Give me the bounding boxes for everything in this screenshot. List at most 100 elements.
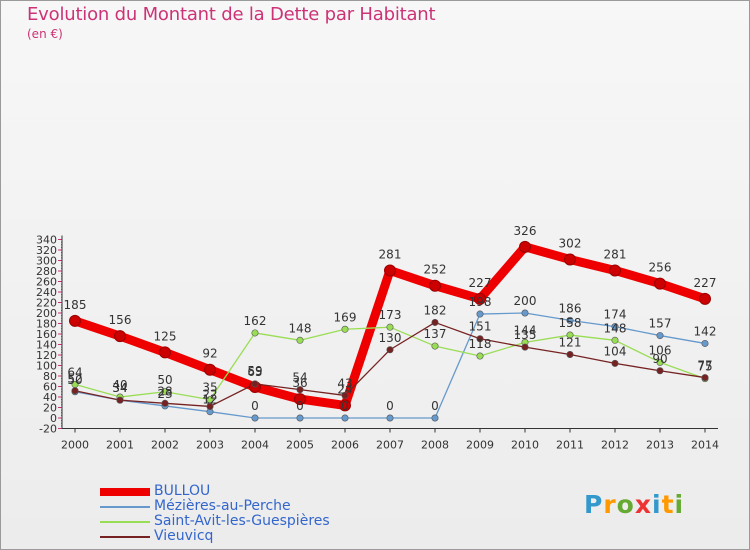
legend-item: Saint-Avit-les-Guespières xyxy=(100,514,330,529)
y-tick-label: 0 xyxy=(50,412,57,425)
data-label: 185 xyxy=(64,298,87,312)
y-tick-label: 340 xyxy=(36,234,57,247)
data-label: 0 xyxy=(431,399,439,413)
data-point xyxy=(476,310,484,318)
x-tick-label: 2004 xyxy=(241,439,269,452)
data-point xyxy=(251,414,259,422)
data-point xyxy=(206,402,214,410)
y-tick-label: 300 xyxy=(36,255,57,268)
y-tick-label: 240 xyxy=(36,286,57,299)
legend-swatch xyxy=(100,535,150,538)
data-label: 40 xyxy=(112,378,127,392)
data-point xyxy=(69,314,81,327)
data-label: 186 xyxy=(559,301,582,315)
x-tick-label: 2012 xyxy=(601,439,629,452)
x-tick-label: 2008 xyxy=(421,439,449,452)
data-point xyxy=(386,323,394,331)
x-tick-label: 2005 xyxy=(286,439,314,452)
logo-letter: i xyxy=(652,490,662,519)
x-tick-label: 2014 xyxy=(691,439,719,452)
x-tick-label: 2009 xyxy=(466,439,494,452)
legend-label: Vieuvicq xyxy=(154,528,214,544)
data-label: 50 xyxy=(157,373,172,387)
data-label: 174 xyxy=(604,308,627,322)
x-tick-label: 2013 xyxy=(646,439,674,452)
y-tick-label: 80 xyxy=(43,370,57,383)
data-label: 106 xyxy=(649,343,672,357)
data-point xyxy=(71,387,79,395)
data-point xyxy=(251,329,259,337)
data-label: 200 xyxy=(514,294,537,308)
data-label: 227 xyxy=(469,276,492,290)
data-point xyxy=(609,264,621,277)
data-point xyxy=(386,414,394,422)
data-label: 59 xyxy=(247,364,262,378)
chart-unit-label: (en €) xyxy=(27,27,63,41)
data-point xyxy=(519,240,531,253)
data-label: 54 xyxy=(292,371,307,385)
data-label: 35 xyxy=(202,381,217,395)
y-tick-label: 260 xyxy=(36,276,57,289)
legend-item: Vieuvicq xyxy=(100,529,330,544)
data-point xyxy=(431,318,439,326)
data-point xyxy=(161,388,169,396)
data-label: 64 xyxy=(67,365,82,379)
data-point xyxy=(294,393,306,406)
data-label: 158 xyxy=(559,316,582,330)
data-point xyxy=(474,292,486,305)
data-label: 65 xyxy=(247,365,262,379)
data-label: 198 xyxy=(469,295,492,309)
data-point xyxy=(341,391,349,399)
data-point xyxy=(566,331,574,339)
data-label: 162 xyxy=(244,314,267,328)
y-tick-label: 320 xyxy=(36,244,57,257)
data-label: 156 xyxy=(109,313,132,327)
data-point xyxy=(611,359,619,367)
x-tick-label: 2002 xyxy=(151,439,179,452)
y-tick-label: 220 xyxy=(36,297,57,310)
data-point xyxy=(701,374,709,382)
data-point xyxy=(564,253,576,266)
y-tick-label: 280 xyxy=(36,265,57,278)
x-tick-label: 2006 xyxy=(331,439,359,452)
data-label: 24 xyxy=(337,382,352,396)
data-point xyxy=(114,330,126,343)
legend-swatch xyxy=(100,505,150,508)
data-point xyxy=(611,336,619,344)
legend-label: Saint-Avit-les-Guespières xyxy=(154,513,330,529)
data-label: 0 xyxy=(251,399,259,413)
data-point xyxy=(656,332,664,340)
data-label: 34 xyxy=(112,381,127,395)
data-label: 52 xyxy=(67,372,82,386)
data-point xyxy=(296,414,304,422)
y-tick-label: 180 xyxy=(36,318,57,331)
data-point xyxy=(656,367,664,375)
x-tick-label: 2011 xyxy=(556,439,584,452)
data-label: 104 xyxy=(604,344,627,358)
data-point xyxy=(476,352,484,360)
data-label: 92 xyxy=(202,347,217,361)
data-label: 169 xyxy=(334,310,357,324)
data-label: 23 xyxy=(157,387,172,401)
data-point xyxy=(204,363,216,376)
data-label: 157 xyxy=(649,317,672,331)
data-label: 75 xyxy=(697,360,712,374)
logo-letter: r xyxy=(603,490,617,519)
data-point xyxy=(431,342,439,350)
data-point xyxy=(206,396,214,404)
logo-letter: o xyxy=(616,490,635,519)
data-point xyxy=(296,336,304,344)
y-tick-label: 160 xyxy=(36,328,57,341)
data-label: 118 xyxy=(469,337,492,351)
x-tick-label: 2007 xyxy=(376,439,404,452)
data-label: 151 xyxy=(469,320,492,334)
data-label: 302 xyxy=(559,236,582,250)
x-tick-label: 2010 xyxy=(511,439,539,452)
data-label: 22 xyxy=(202,387,217,401)
data-point xyxy=(161,399,169,407)
logo-letter: x xyxy=(634,490,652,519)
data-point xyxy=(296,386,304,394)
data-label: 148 xyxy=(289,321,312,335)
data-point xyxy=(341,325,349,333)
